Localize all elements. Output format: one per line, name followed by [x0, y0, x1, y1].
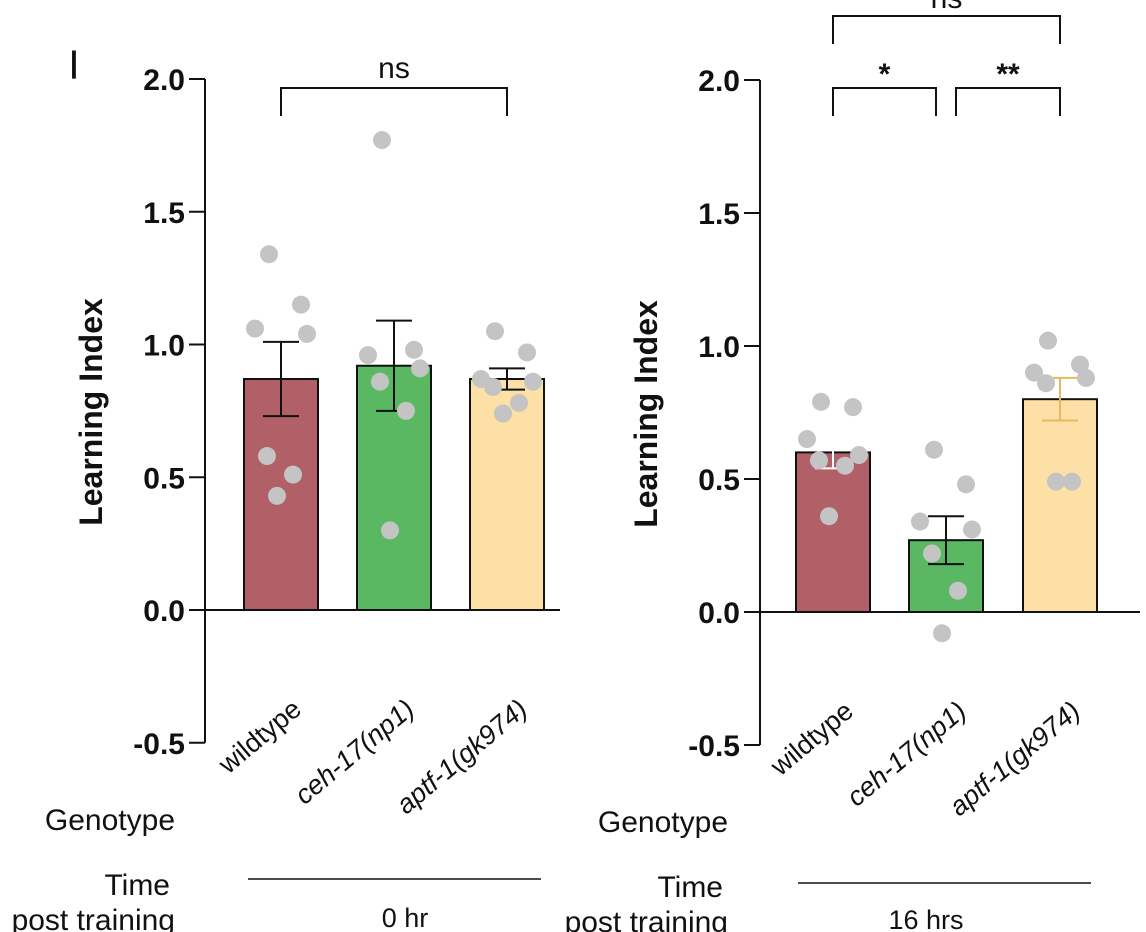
y-tick-label: 1.0 [698, 331, 740, 364]
significance-bracket [280, 87, 508, 116]
y-axis-label: Learning Index [628, 300, 664, 528]
y-tick-label: 0.0 [143, 595, 185, 628]
data-point [494, 404, 512, 423]
y-axis-label: Learning Index [73, 298, 109, 526]
data-point [798, 430, 816, 449]
post-training-label: post training [565, 906, 728, 932]
data-point [911, 512, 929, 531]
data-point [510, 393, 528, 412]
data-point [359, 346, 377, 365]
data-point [1025, 363, 1043, 382]
data-point [381, 521, 399, 540]
data-point [298, 324, 316, 343]
y-tick-label: 0.0 [698, 597, 740, 630]
data-point [411, 359, 429, 378]
category-label-text: wildtype [764, 696, 859, 782]
data-point [524, 372, 542, 391]
data-point [373, 131, 391, 150]
data-point [1039, 331, 1057, 350]
data-point [844, 398, 862, 417]
data-point [1047, 472, 1065, 491]
category-label-1: wildtype [212, 694, 307, 780]
data-point [812, 392, 830, 411]
data-point [850, 446, 868, 465]
data-point [484, 377, 502, 396]
data-point [1063, 472, 1081, 491]
bar-1 [795, 451, 871, 613]
data-point [260, 245, 278, 264]
data-point [810, 451, 828, 470]
data-point [518, 343, 536, 362]
data-point [933, 624, 951, 643]
y-tick-label: 1.0 [143, 330, 185, 363]
data-point [246, 319, 264, 338]
panel-0-hr: 2.0 1.5 1.0 0.5 0.0 -0.5 Learning Index wildtyp… [12, 46, 560, 932]
genotype-label: Genotype [598, 806, 728, 839]
significance-bracket [832, 87, 937, 116]
y-tick-label: 1.5 [698, 198, 740, 231]
category-label-1: wildtype [764, 696, 859, 782]
panel-mark: | [70, 46, 78, 79]
time-value: 0 hr [382, 903, 429, 932]
y-tick-label: 0.5 [143, 462, 185, 495]
bar-3 [1022, 398, 1098, 614]
data-point [284, 465, 302, 484]
data-point [292, 295, 310, 314]
y-tick-label: 1.5 [143, 197, 185, 230]
time-label: Time [104, 869, 170, 902]
post-training-label: post training [12, 904, 175, 932]
time-value: 16 hrs [888, 905, 963, 932]
data-point [963, 520, 981, 539]
data-point [258, 447, 276, 466]
category-label-text: wildtype [212, 694, 307, 780]
data-point [1077, 368, 1095, 387]
time-label: Time [657, 871, 723, 904]
significance-bracket [955, 87, 1061, 116]
data-point [923, 544, 941, 563]
significance-label: * [879, 58, 891, 91]
y-tick-label: 0.5 [698, 464, 740, 497]
significance-label: ns [931, 0, 963, 15]
data-point [1037, 374, 1055, 393]
y-tick-label: 2.0 [143, 64, 185, 97]
y-tick-label: -0.5 [688, 730, 740, 763]
data-point [949, 581, 967, 600]
data-point [486, 322, 504, 341]
data-point [268, 486, 286, 505]
data-point [405, 340, 423, 359]
y-tick-label: -0.5 [133, 728, 185, 761]
data-point [397, 401, 415, 420]
significance-label: ns [378, 52, 410, 85]
data-point [371, 372, 389, 391]
data-point [820, 507, 838, 526]
significance-label: ** [996, 58, 1020, 91]
genotype-label: Genotype [45, 804, 175, 837]
y-tick-label: 2.0 [698, 65, 740, 98]
data-point [836, 456, 854, 475]
data-point [925, 440, 943, 459]
data-point [957, 475, 975, 494]
significance-bracket [832, 15, 1061, 44]
panel-16-hrs: 2.0 1.5 1.0 0.5 0.0 -0.5 Learning Index wildtyp… [565, 0, 1140, 932]
